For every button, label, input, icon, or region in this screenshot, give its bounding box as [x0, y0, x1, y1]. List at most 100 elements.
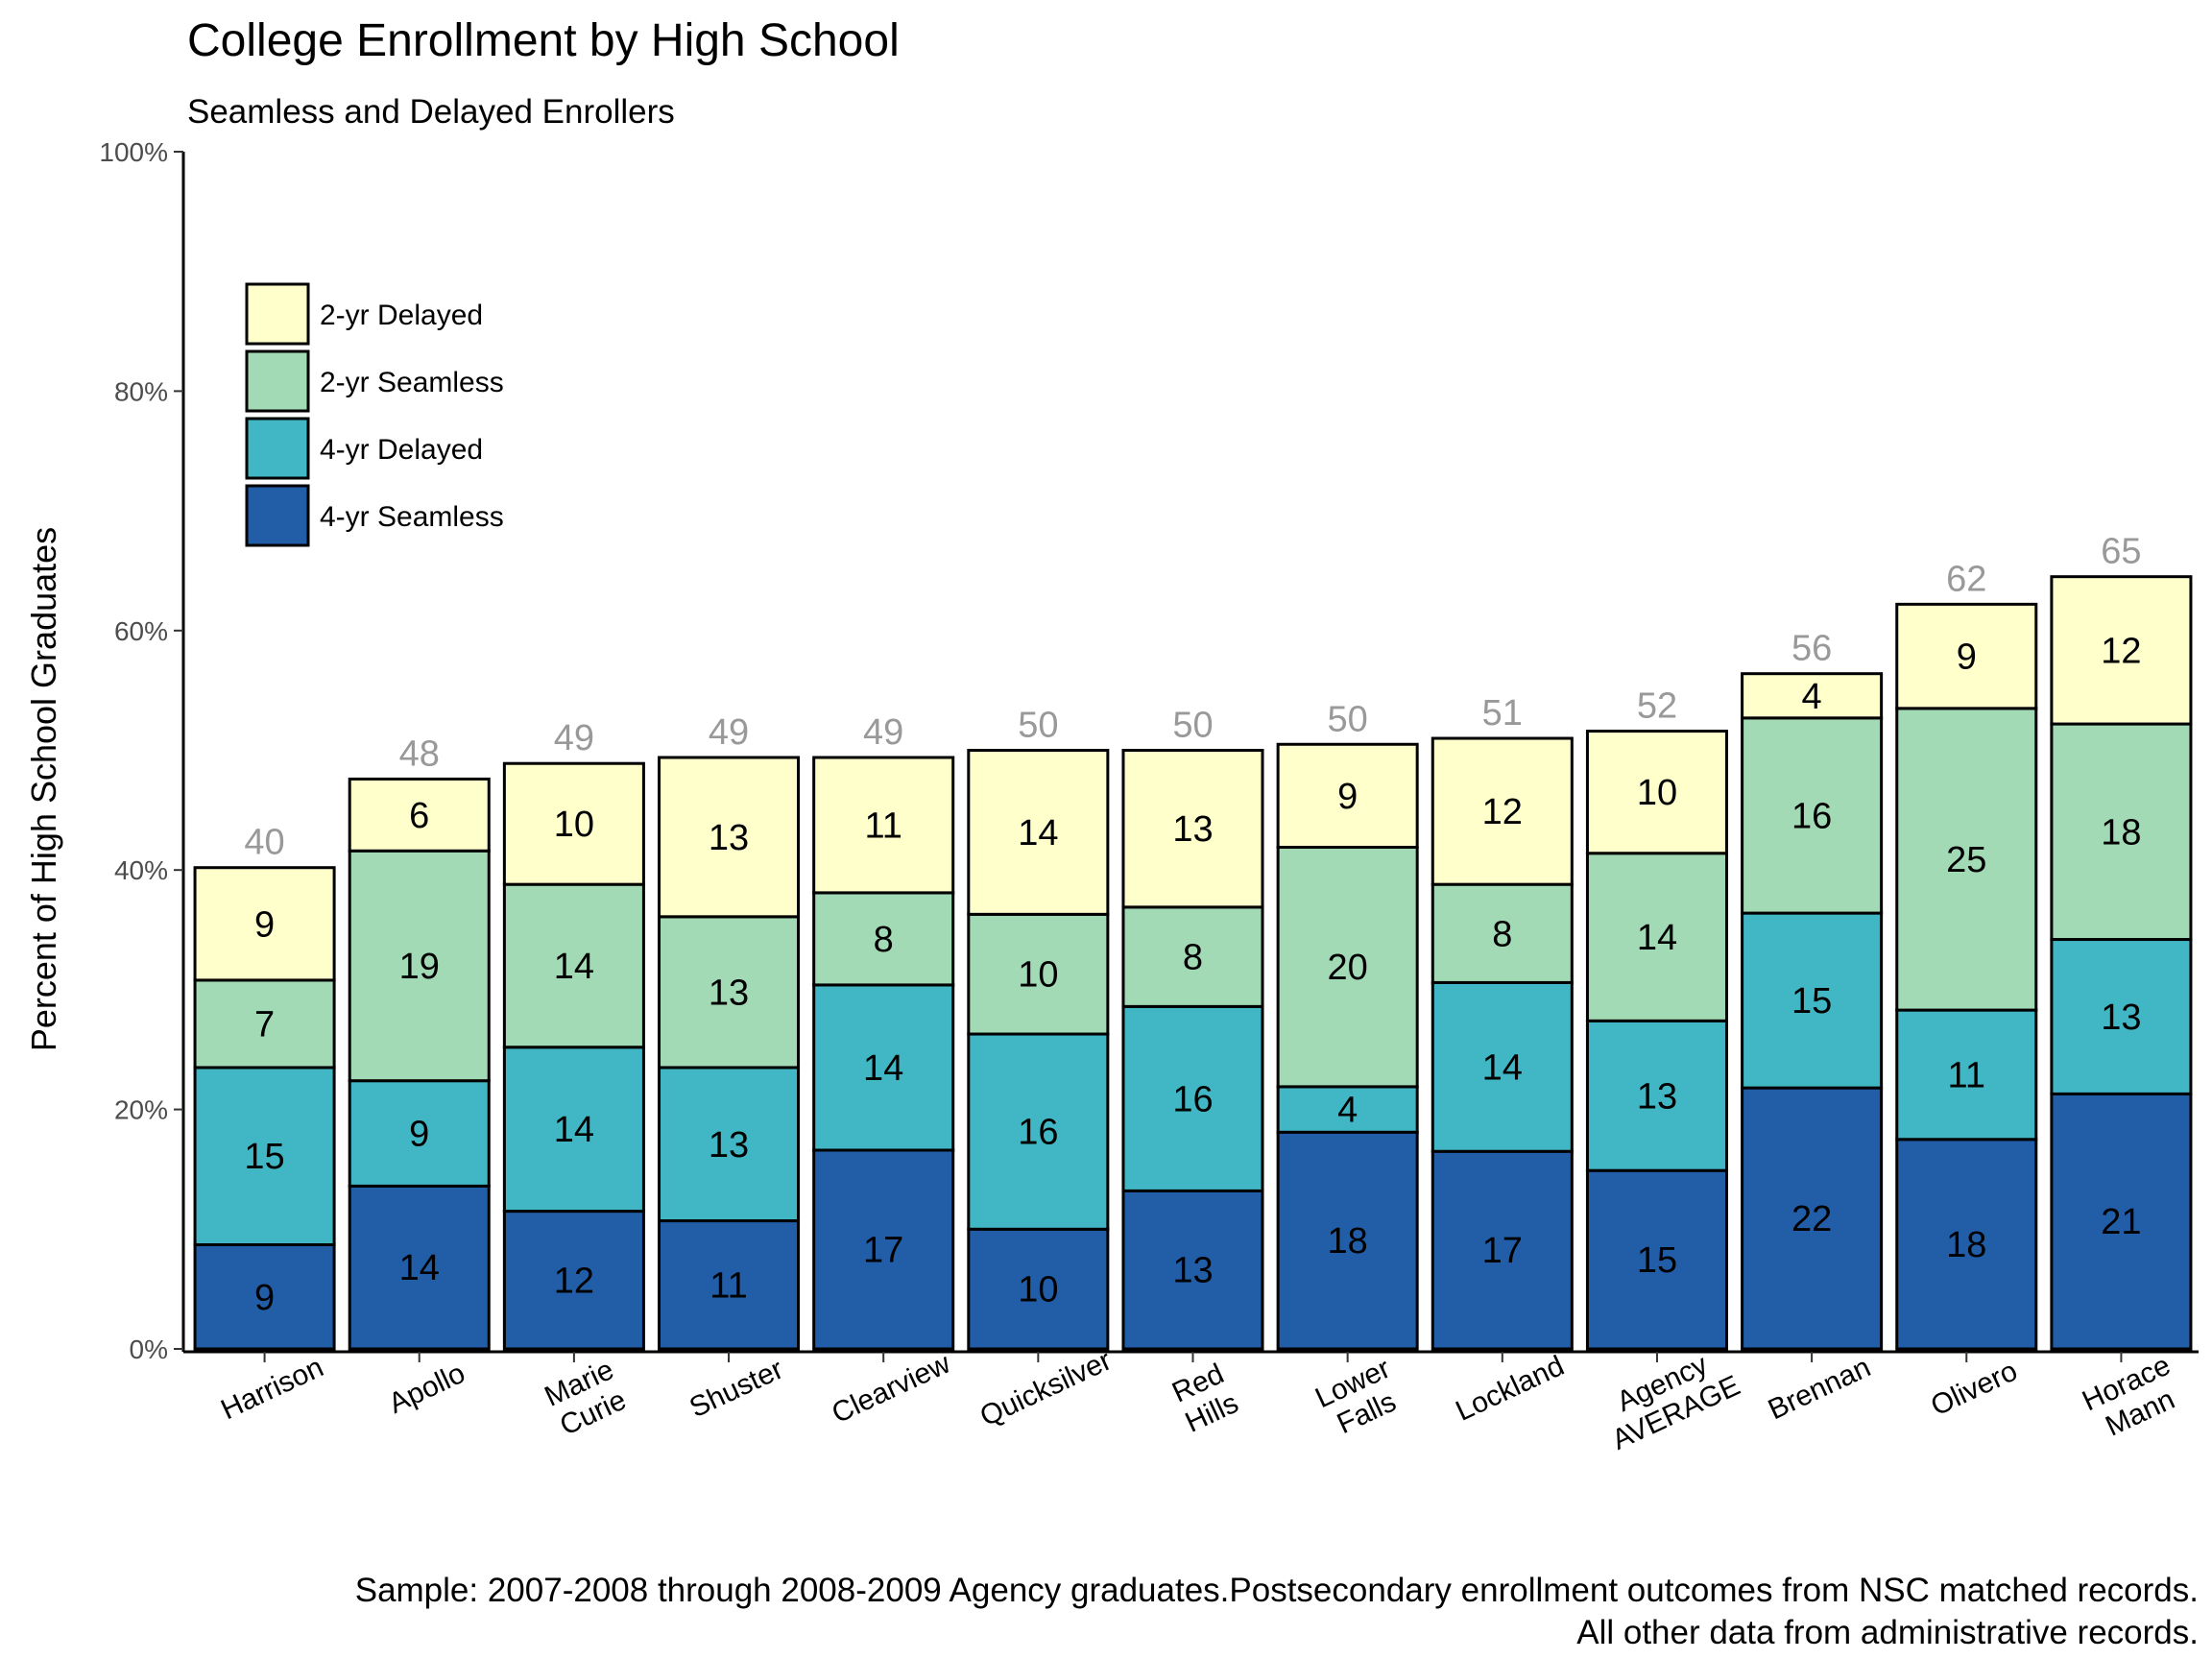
segment-value-label: 8 — [874, 920, 894, 960]
segment-value-label: 15 — [1637, 1240, 1677, 1281]
bar-segment — [1895, 602, 2038, 710]
bar-segment — [348, 777, 491, 853]
x-tick-label: Harrison — [216, 1351, 328, 1426]
bar-segment — [1276, 1130, 1419, 1351]
bar-total-label: 50 — [1018, 706, 1058, 746]
y-tick-label: 100% — [99, 137, 168, 167]
bar-segment — [502, 882, 645, 1049]
caption: Sample: 2007-2008 through 2008-2009 Agen… — [355, 1572, 2199, 1651]
chart-title: College Enrollment by High School — [187, 15, 900, 66]
bar-segment — [812, 756, 955, 895]
x-tick-label: Olivero — [1926, 1355, 2022, 1422]
bar-total-label: 56 — [1791, 629, 1832, 669]
axes: 0% 20% 40% 60% 80% 100% — [99, 137, 2199, 1364]
segment-value-label: 10 — [554, 805, 594, 845]
segment-value-label: 13 — [1172, 1251, 1213, 1291]
bar-segment — [1585, 852, 1728, 1022]
y-tick-label: 40% — [114, 855, 168, 885]
segment-value-label: 10 — [1018, 955, 1058, 996]
legend-swatch — [245, 484, 310, 547]
segment-value-label: 21 — [2101, 1202, 2141, 1242]
segment-value-label: 14 — [863, 1048, 903, 1089]
segment-value-label: 14 — [1018, 813, 1058, 854]
bar-segment — [1121, 1189, 1264, 1351]
bar-segment — [1895, 1008, 2038, 1142]
segment-value-label: 17 — [863, 1230, 903, 1270]
legend-label: 4-yr Delayed — [320, 434, 483, 466]
x-tick-label-line: Olivero — [1926, 1355, 2022, 1422]
bar-segment — [2050, 938, 2193, 1095]
bar-total-label: 40 — [244, 823, 284, 863]
x-tick-label-line: Clearview — [828, 1347, 956, 1430]
segment-value-label: 15 — [244, 1137, 284, 1177]
legend-label: 4-yr Seamless — [320, 501, 504, 533]
segment-value-label: 20 — [1328, 948, 1368, 988]
x-tick-label-line: Harrison — [216, 1351, 328, 1426]
segment-value-label: 13 — [709, 818, 749, 858]
bar-total-label: 48 — [399, 733, 440, 774]
segment-value-label: 4 — [1337, 1091, 1358, 1131]
bar-segment — [2050, 575, 2193, 726]
x-tick-label-line: Shuster — [685, 1354, 788, 1425]
segment-value-label: 14 — [554, 947, 594, 987]
bar-segment — [1741, 672, 1884, 720]
x-tick-label-line: Lockland — [1451, 1350, 1569, 1428]
bar-segment — [1431, 1149, 1574, 1351]
x-tick-label: RedHills — [1166, 1358, 1243, 1439]
bar-segment — [348, 849, 491, 1083]
segment-value-label: 6 — [409, 796, 429, 836]
bar-total-label: 49 — [554, 718, 594, 758]
bar-segment — [658, 756, 801, 919]
bar-segment — [1121, 749, 1264, 909]
x-tick-label: Quicksilver — [975, 1344, 1117, 1432]
legend: 2-yr Delayed 2-yr Seamless 4-yr Delayed 4-y… — [245, 282, 504, 547]
segment-value-label: 22 — [1791, 1199, 1832, 1239]
segment-value-label: 9 — [1957, 637, 1977, 678]
legend-swatch — [245, 349, 310, 413]
y-tick-label: 20% — [114, 1095, 168, 1125]
segment-value-label: 16 — [1172, 1079, 1213, 1119]
bar-segment — [193, 1243, 336, 1351]
segment-value-label: 13 — [1172, 809, 1213, 850]
bar-segment — [502, 761, 645, 886]
x-tick-labels: Harrison Apollo MarieCurie Shuster Clearview… — [216, 1344, 2179, 1455]
segment-value-label: 7 — [254, 1004, 275, 1045]
bar-segment — [967, 912, 1110, 1036]
y-tick-label: 60% — [114, 616, 168, 646]
segment-value-label: 18 — [2101, 812, 2141, 853]
bar-segment — [1585, 1019, 1728, 1172]
bar-segment — [193, 866, 336, 982]
data-labels: 9157940149196481214141049111313134917148… — [244, 532, 2141, 1318]
bar-segment — [658, 1066, 801, 1223]
bar-segment — [1276, 846, 1419, 1089]
segment-value-label: 13 — [2101, 998, 2141, 1038]
segment-value-label: 8 — [1492, 914, 1512, 954]
segment-value-label: 10 — [1637, 773, 1677, 813]
segment-value-label: 15 — [1791, 981, 1832, 1022]
y-tick-label: 80% — [114, 376, 168, 406]
bar-segment — [193, 1066, 336, 1247]
segment-value-label: 4 — [1802, 677, 1822, 717]
segment-value-label: 9 — [409, 1115, 429, 1155]
segment-value-label: 14 — [1637, 918, 1677, 958]
x-tick-label: Brennan — [1764, 1351, 1876, 1426]
segment-value-label: 16 — [1791, 796, 1832, 836]
legend-label: 2-yr Seamless — [320, 367, 504, 398]
legend-swatch — [245, 282, 310, 346]
segment-value-label: 11 — [864, 805, 902, 846]
x-tick-label: Apollo — [384, 1358, 470, 1420]
bar-total-label: 51 — [1482, 693, 1523, 733]
segment-value-label: 14 — [399, 1248, 440, 1288]
legend-swatch — [245, 417, 310, 480]
bar-segment — [348, 1079, 491, 1188]
segment-value-label: 13 — [1637, 1076, 1677, 1117]
bar-segment — [658, 915, 801, 1070]
bar-segment — [2050, 1092, 2193, 1351]
bar-segment — [1276, 742, 1419, 850]
segment-value-label: 13 — [709, 973, 749, 1013]
bar-segment — [193, 978, 336, 1070]
segment-value-label: 25 — [1946, 840, 1986, 880]
bar-total-label: 49 — [709, 712, 749, 753]
bar-segment — [502, 1210, 645, 1351]
